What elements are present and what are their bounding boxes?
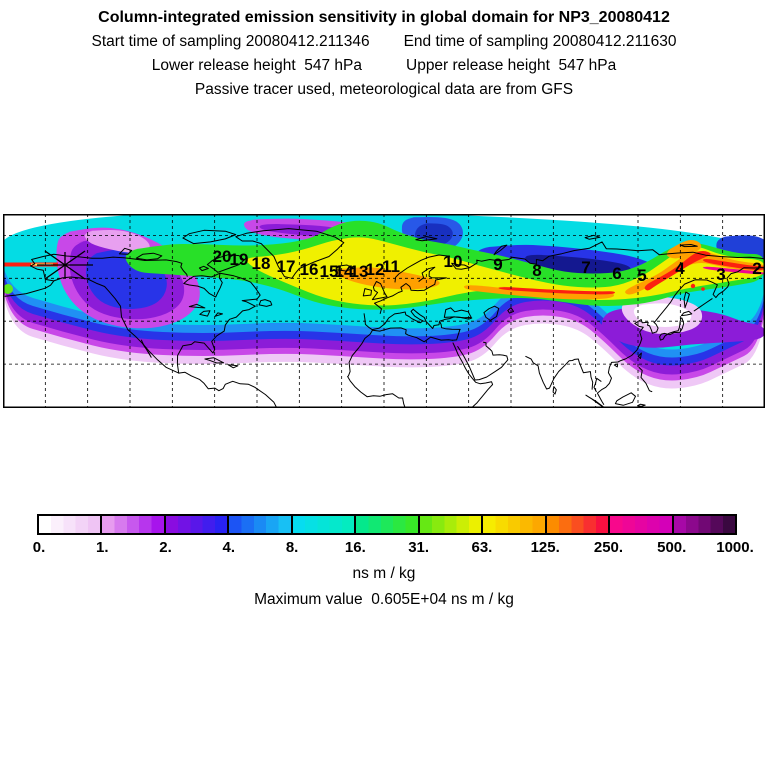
colorbar-tick-1000: 1000. [716,539,754,556]
release-streak-red [3,262,58,267]
sampling-times-line: Start time of sampling 20080412.211346 En… [0,30,768,54]
colorbar-segment-10 [671,516,735,533]
orange-europe [333,267,440,290]
colorbar-tick-63: 63. [471,539,493,556]
map-border [3,214,765,408]
trajectory-label-13: 13 [350,262,369,281]
colorbar-tick-4: 4. [222,539,236,556]
colorbar-segment-7 [481,516,545,533]
trajectory-label-4: 4 [675,259,685,278]
plot-header: Column-integrated emission sensitivity i… [0,6,768,102]
trajectory-label-6: 6 [612,264,621,283]
trajectory-label-7: 7 [581,258,590,277]
trajectory-label-2: 2 [752,259,761,278]
colorbar-segment-3 [227,516,291,533]
colorbar-tick-16: 16. [344,539,366,556]
start-time-text: Start time of sampling 20080412.211346 [91,33,370,50]
trajectory-label-10: 10 [444,252,463,271]
end-time-text: End time of sampling 20080412.211630 [403,33,677,50]
colorbar-units: ns m / kg [352,565,416,582]
release-heights-line: Lower release height 547 hPa Upper releas… [0,54,768,78]
trajectory-label-3: 3 [716,265,725,284]
trajectory-label-11: 11 [382,257,400,276]
trajectory-label-18: 18 [252,254,271,273]
trajectory-label-8: 8 [532,261,541,280]
colorbar-segment-1 [100,516,164,533]
tracer-note: Passive tracer used, meteorological data… [194,81,574,98]
colorbar-segment-8 [544,516,609,533]
trajectory-label-5: 5 [637,266,646,285]
red-dot [701,287,705,291]
trajectory-label-9: 9 [493,255,502,274]
colorbar-segment-9 [608,516,672,533]
colorbar-tick-2: 2. [159,539,172,556]
red-east-arc [643,251,711,291]
trajectory-label-14: 14 [335,262,354,281]
colorbar-segment-6 [417,516,482,533]
trajectory-label-16: 16 [300,260,319,279]
trajectory-label-12: 12 [366,260,385,279]
upper-release-text: Upper release height 547 hPa [406,57,617,74]
colorbar-tick-500: 500. [657,539,687,556]
colorbar [37,514,737,535]
trajectory-label-17: 17 [277,257,296,276]
plot-title: Column-integrated emission sensitivity i… [98,9,670,26]
colorbar-segment-4 [290,516,355,533]
colorbar-tick-0: 0. [32,539,46,556]
colorbar-tick-1: 1. [96,539,109,556]
trajectory-label-20: 20 [213,247,232,266]
colorbar-segment-2 [163,516,228,533]
release-marker [37,250,93,280]
red-dot [690,283,696,289]
colorbar-tick-125: 125. [530,539,560,556]
colorbar-ticks: 0. 1. 2. 4. 8. 16. 31. 63. 125. 250. 500. 1000. [0,539,768,559]
grid-lines [3,214,765,408]
colorbar-tick-250: 250. [593,539,624,556]
max-value-label: Maximum value 0.605E+04 ns m / kg [254,591,514,608]
pink-east-streak [703,266,765,275]
red-mid-streak [498,286,615,295]
coastlines [4,228,765,408]
green-dot [3,284,13,294]
trajectory-label-19: 19 [230,250,249,269]
orange-east [623,250,765,295]
colorbar-tick-8: 8. [285,539,299,556]
colorbar-tick-31: 31. [408,539,430,556]
trajectory-label-15: 15 [320,262,339,281]
colorbar-segment-0 [39,516,101,533]
red-east-streak [703,258,765,270]
lower-release-text: Lower release height 547 hPa [151,57,362,74]
colorbar-segment-5 [354,516,418,533]
sensitivity-map: 20 19 18 17 16 15 14 13 12 11 10 9 8 7 6 5 4 3 2 [3,214,765,408]
